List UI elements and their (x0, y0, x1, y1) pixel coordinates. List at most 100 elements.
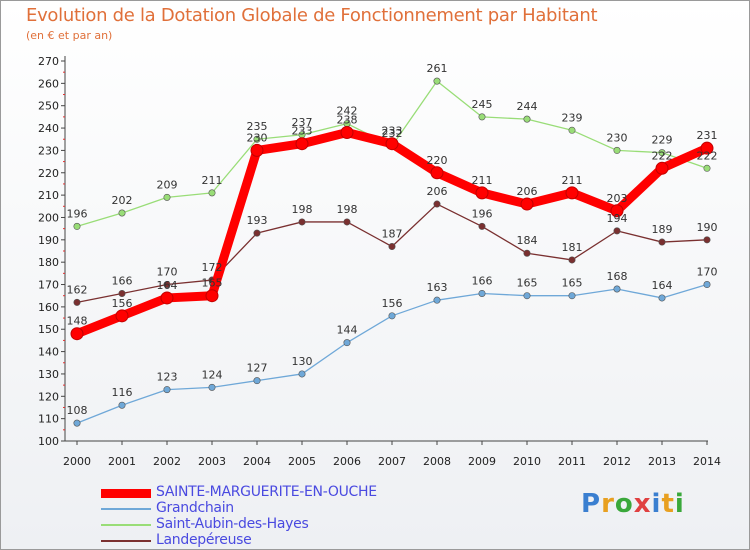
data-label: 261 (427, 62, 448, 75)
data-label: 238 (337, 114, 358, 127)
logo-letter: P (581, 489, 602, 519)
data-point (388, 312, 396, 320)
data-point (703, 164, 711, 172)
data-label: 233 (382, 125, 403, 138)
data-point (253, 377, 261, 385)
data-point (613, 285, 621, 293)
data-label: 237 (292, 116, 313, 129)
x-tick-label: 2006 (333, 455, 361, 468)
data-point (118, 401, 126, 409)
data-label: 194 (607, 212, 628, 225)
logo-letter: x (633, 489, 652, 519)
data-label: 209 (157, 178, 178, 191)
data-point (703, 236, 711, 244)
data-label: 239 (562, 111, 583, 124)
data-point (430, 166, 444, 180)
data-point (298, 218, 306, 226)
y-tick-label: 170 (38, 279, 59, 292)
data-label: 220 (427, 154, 448, 167)
legend-swatch (101, 488, 151, 498)
data-point (343, 339, 351, 347)
data-label: 116 (112, 386, 133, 399)
data-label: 124 (202, 368, 223, 381)
data-point (523, 249, 531, 257)
data-label: 211 (472, 174, 493, 187)
legend-label: Grandchain (156, 500, 234, 516)
data-label: 165 (562, 277, 583, 290)
data-label: 170 (157, 266, 178, 279)
x-tick-label: 2011 (558, 455, 586, 468)
data-label: 232 (382, 127, 403, 140)
x-tick-label: 2013 (648, 455, 676, 468)
data-label: 170 (697, 266, 718, 279)
data-label: 187 (382, 228, 403, 241)
data-point (253, 135, 261, 143)
x-tick-label: 2002 (153, 455, 181, 468)
data-point (703, 281, 711, 289)
data-label: 198 (337, 203, 358, 216)
y-tick-label: 220 (38, 167, 59, 180)
data-label: 242 (337, 105, 358, 118)
data-point (298, 370, 306, 378)
data-point (250, 143, 264, 157)
data-point (163, 281, 171, 289)
data-label: 165 (202, 277, 223, 290)
legend-swatch (101, 508, 151, 510)
data-label: 164 (652, 279, 673, 292)
x-tick-label: 2005 (288, 455, 316, 468)
y-tick-label: 160 (38, 301, 59, 314)
y-tick-label: 200 (38, 211, 59, 224)
data-point (700, 141, 714, 155)
data-label: 222 (697, 149, 718, 162)
data-point (163, 386, 171, 394)
y-tick-label: 180 (38, 256, 59, 269)
data-label: 193 (247, 214, 268, 227)
data-label: 166 (112, 274, 133, 287)
data-label: 166 (472, 274, 493, 287)
y-tick-label: 130 (38, 368, 59, 381)
data-point (568, 292, 576, 300)
data-label: 198 (292, 203, 313, 216)
data-label: 196 (67, 207, 88, 220)
data-point (295, 137, 309, 151)
data-point (568, 126, 576, 134)
data-point (208, 189, 216, 197)
data-point (478, 222, 486, 230)
data-point (568, 256, 576, 264)
data-point (343, 218, 351, 226)
x-tick-label: 2001 (108, 455, 136, 468)
data-point (658, 294, 666, 302)
x-tick-label: 2009 (468, 455, 496, 468)
data-point (208, 383, 216, 391)
data-point (658, 149, 666, 157)
x-tick-label: 2010 (513, 455, 541, 468)
data-label: 108 (67, 404, 88, 417)
data-label: 148 (67, 315, 88, 328)
data-label: 203 (607, 192, 628, 205)
data-point (163, 193, 171, 201)
data-point (388, 243, 396, 251)
data-point (433, 77, 441, 85)
data-label: 130 (292, 355, 313, 368)
data-point (520, 197, 534, 211)
data-label: 230 (607, 131, 628, 144)
logo-letter: i (674, 489, 685, 519)
y-tick-label: 100 (38, 435, 59, 448)
data-label: 181 (562, 241, 583, 254)
data-label: 172 (202, 261, 223, 274)
data-point (340, 126, 354, 140)
x-tick-label: 2000 (63, 455, 91, 468)
data-label: 144 (337, 324, 358, 337)
data-point (70, 327, 84, 341)
data-label: 156 (112, 297, 133, 310)
data-label: 162 (67, 283, 88, 296)
data-point (115, 309, 129, 323)
legend-swatch (101, 540, 151, 542)
y-tick-label: 240 (38, 122, 59, 135)
y-tick-label: 190 (38, 234, 59, 247)
data-label: 230 (247, 131, 268, 144)
data-point (73, 222, 81, 230)
data-point (658, 238, 666, 246)
chart-subtitle: (en € et par an) (26, 29, 113, 42)
data-label: 206 (517, 185, 538, 198)
